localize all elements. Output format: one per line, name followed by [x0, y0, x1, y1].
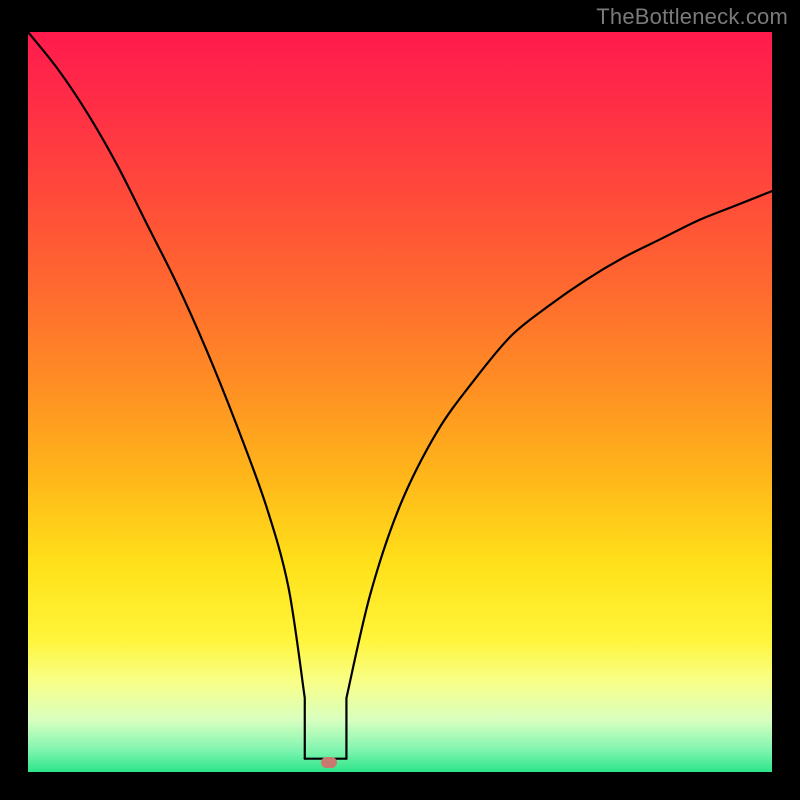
chart	[0, 0, 800, 800]
notch-marker	[321, 757, 337, 768]
watermark-text: TheBottleneck.com	[596, 4, 788, 30]
chart-background	[28, 32, 772, 772]
frame: TheBottleneck.com	[0, 0, 800, 800]
